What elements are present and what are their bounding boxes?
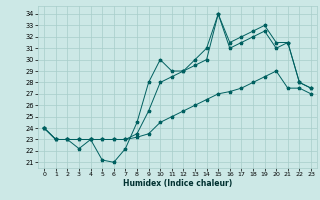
X-axis label: Humidex (Indice chaleur): Humidex (Indice chaleur) — [123, 179, 232, 188]
